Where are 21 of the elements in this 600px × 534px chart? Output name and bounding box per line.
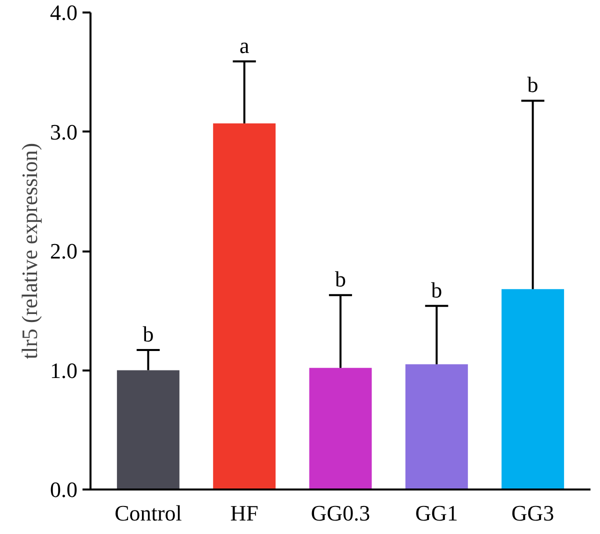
annotation: b — [431, 277, 442, 302]
bar — [502, 289, 564, 490]
x-tick-label: Control — [114, 500, 182, 526]
y-tick-label: 1.0 — [50, 358, 78, 383]
y-tick-label: 3.0 — [50, 119, 78, 144]
bar — [116, 370, 180, 490]
y-tick-label: 4.0 — [50, 0, 78, 25]
annotation: b — [527, 72, 538, 98]
annotation: a — [239, 32, 250, 58]
y-tick-label: 2.0 — [50, 238, 78, 264]
bar — [309, 368, 372, 490]
annotation: b — [142, 321, 154, 346]
annotation: b — [335, 266, 346, 292]
y-tick-label: 0.0 — [50, 477, 78, 502]
x-tick-label: HF — [230, 500, 258, 526]
bar — [405, 364, 468, 490]
x-tick-label: GG0.3 — [310, 500, 370, 526]
y-axis-title: tlr5 (relative expression) — [17, 142, 42, 360]
x-tick-label: GG1 — [415, 500, 458, 526]
bar — [213, 123, 276, 490]
x-tick-label: GG3 — [511, 500, 554, 526]
